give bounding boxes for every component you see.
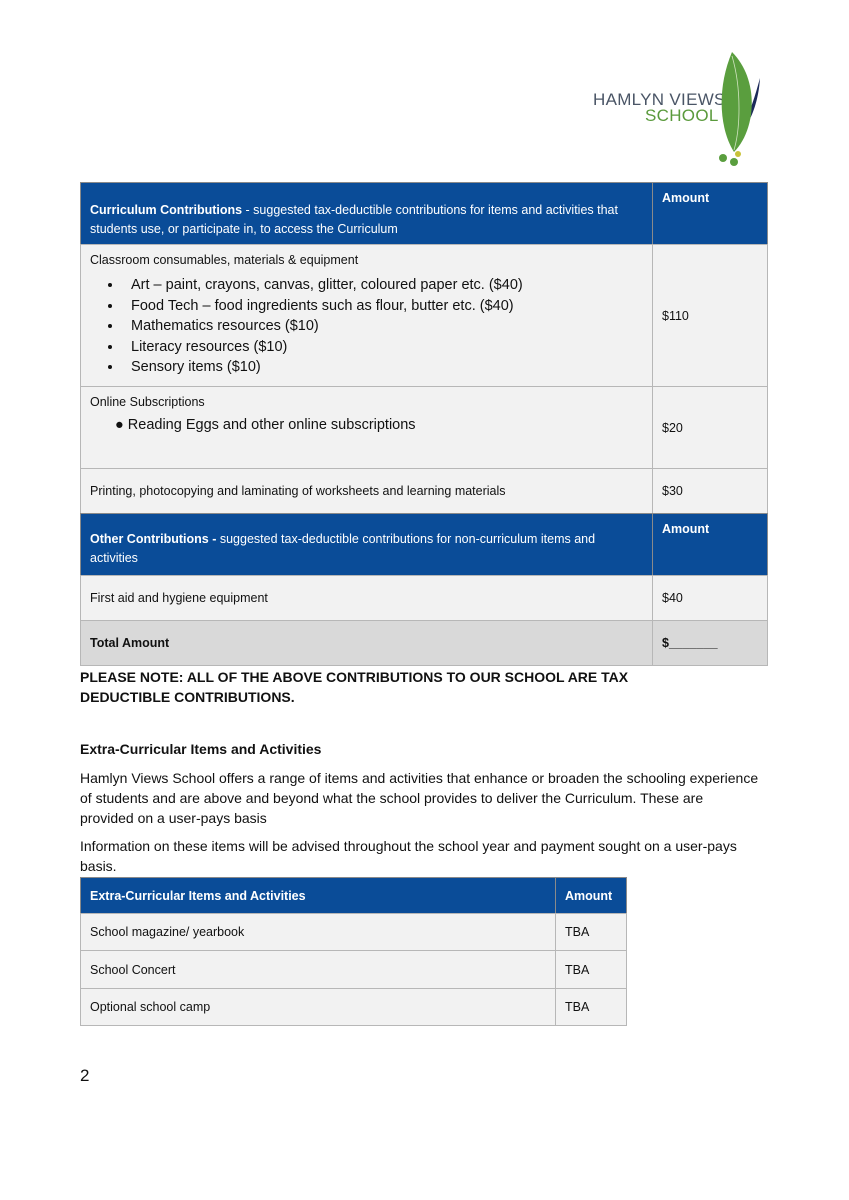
list-item: Art – paint, crayons, canvas, glitter, c…: [123, 275, 643, 296]
logo-text-line1: HAMLYN VIEWS: [593, 90, 726, 109]
row-amount: TBA: [555, 988, 627, 1026]
amount-header: Amount: [652, 182, 768, 245]
list-item: Food Tech – food ingredients such as flo…: [123, 296, 643, 317]
list-item: Mathematics resources ($10): [123, 316, 643, 337]
row-amount: $40: [652, 575, 768, 621]
row-amount: TBA: [555, 913, 627, 951]
table-row: Classroom consumables, materials & equip…: [80, 244, 653, 387]
row-amount: TBA: [555, 950, 627, 989]
table-row: Online Subscriptions ● Reading Eggs and …: [80, 386, 653, 469]
extra-paragraph-1: Hamlyn Views School offers a range of it…: [80, 770, 759, 826]
header-desc: suggested tax-deductible contributions f…: [90, 532, 596, 565]
bullet-list: Art – paint, crayons, canvas, glitter, c…: [90, 275, 643, 378]
row-amount: $20: [652, 386, 768, 469]
header-title: Other Contributions -: [90, 532, 220, 546]
gum-leaf-icon: [719, 52, 760, 166]
table-row: School magazine/ yearbook: [80, 913, 556, 951]
tax-deductible-note: PLEASE NOTE: ALL OF THE ABOVE CONTRIBUTI…: [80, 669, 629, 705]
header-title: Curriculum Contributions: [90, 203, 243, 217]
logo-text-line2: SCHOOL: [645, 106, 719, 125]
table-row: Optional school camp: [80, 988, 556, 1026]
row-title: Online Subscriptions: [90, 395, 205, 409]
list-item: Sensory items ($10): [123, 357, 643, 378]
total-label: Total Amount: [80, 620, 653, 666]
page-number: 2: [80, 1066, 90, 1085]
item-header: Extra-Curricular Items and Activities: [80, 877, 556, 914]
other-contributions-header: Other Contributions - suggested tax-dedu…: [80, 513, 653, 576]
list-item: Literacy resources ($10): [123, 337, 643, 358]
row-amount: $110: [652, 244, 768, 387]
list-item: ● Reading Eggs and other online subscrip…: [115, 417, 416, 433]
amount-header: Amount: [555, 877, 627, 914]
table-row: First aid and hygiene equipment: [80, 575, 653, 621]
extra-paragraph-2: Information on these items will be advis…: [80, 838, 737, 874]
row-amount: $30: [652, 468, 768, 514]
curriculum-header: Curriculum Contributions - suggested tax…: [80, 182, 653, 245]
table-row: Printing, photocopying and laminating of…: [80, 468, 653, 514]
header-desc: - suggested tax-deductible contributions…: [90, 203, 618, 236]
amount-header: Amount: [652, 513, 768, 576]
row-title: Classroom consumables, materials & equip…: [90, 253, 359, 267]
total-amount-field: $_______: [652, 620, 768, 666]
table-row: School Concert: [80, 950, 556, 989]
extra-curricular-heading: Extra-Curricular Items and Activities: [80, 741, 322, 757]
